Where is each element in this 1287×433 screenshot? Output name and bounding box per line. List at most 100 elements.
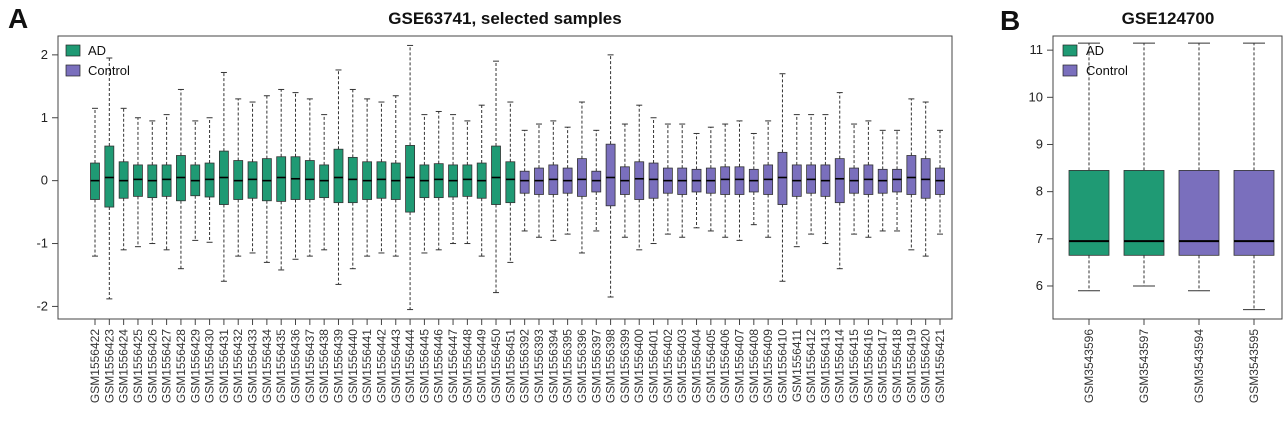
x-tick-label: GSM1556422 xyxy=(88,329,102,403)
x-tick-label: GSM1556401 xyxy=(647,329,661,403)
box-GSM1556406 xyxy=(720,123,731,238)
box-GSM1556395 xyxy=(562,126,573,235)
iqr-box xyxy=(462,164,473,197)
box-GSM1556413 xyxy=(820,114,831,245)
y-tick-label: 9 xyxy=(1036,136,1043,151)
iqr-box xyxy=(276,156,287,202)
x-tick-label: GSM1556420 xyxy=(919,329,933,403)
iqr-box xyxy=(1068,170,1110,256)
x-tick-label: GSM1556430 xyxy=(203,329,217,403)
box-GSM1556402 xyxy=(662,123,673,235)
box-GSM1556427 xyxy=(161,114,172,251)
x-tick-label: GSM1556436 xyxy=(289,329,303,403)
legend-control-swatch xyxy=(1062,64,1078,77)
box-GSM1556428 xyxy=(176,88,186,270)
legend-control-swatch xyxy=(65,64,81,77)
iqr-box xyxy=(505,161,516,204)
x-tick-label: GSM3543594 xyxy=(1192,329,1206,403)
iqr-box xyxy=(634,161,645,200)
x-tick-label: GSM1556421 xyxy=(933,329,947,403)
iqr-box xyxy=(161,164,172,197)
x-tick-label: GSM1556407 xyxy=(732,329,746,403)
x-tick-label: GSM1556404 xyxy=(690,329,704,403)
x-tick-label: GSM1556450 xyxy=(489,329,503,403)
x-tick-label: GSM1556427 xyxy=(160,329,174,403)
box-GSM1556401 xyxy=(648,117,659,245)
chart-a-plot-frame xyxy=(57,35,953,320)
x-tick-label: GSM1556395 xyxy=(561,329,575,403)
box-GSM1556431 xyxy=(218,71,229,282)
box-GSM1556414 xyxy=(834,92,845,270)
chart-b-title: GSE124700 xyxy=(1122,9,1215,28)
box-GSM1556448 xyxy=(462,120,473,245)
iqr-box xyxy=(133,164,143,197)
x-tick-label: GSM1556408 xyxy=(747,329,761,403)
x-tick-label: GSM1556409 xyxy=(761,329,775,403)
x-tick-label: GSM1556399 xyxy=(618,329,632,403)
x-tick-label: GSM1556426 xyxy=(145,329,159,403)
box-GSM1556417 xyxy=(877,129,888,232)
y-tick-label: -2 xyxy=(36,298,48,313)
legend-ad-swatch xyxy=(1062,44,1078,57)
box-GSM1556409 xyxy=(763,120,774,238)
box-GSM1556450 xyxy=(491,60,501,294)
box-GSM1556407 xyxy=(734,120,745,241)
iqr-box xyxy=(104,145,115,208)
iqr-box xyxy=(648,162,659,199)
x-tick-label: GSM1556392 xyxy=(518,329,532,403)
x-tick-label: GSM3543595 xyxy=(1247,329,1261,403)
box-GSM1556423 xyxy=(104,57,115,300)
x-tick-label: GSM1556423 xyxy=(102,329,116,403)
box-GSM3543596 xyxy=(1068,42,1110,292)
iqr-box xyxy=(333,148,344,204)
y-tick-label: 11 xyxy=(1030,42,1044,57)
x-tick-label: GSM1556405 xyxy=(704,329,718,403)
x-tick-label: GSM1556440 xyxy=(346,329,360,403)
box-GSM1556412 xyxy=(806,114,817,235)
x-tick-label: GSM1556397 xyxy=(589,329,603,403)
box-GSM1556435 xyxy=(276,88,287,271)
iqr-box xyxy=(834,158,845,204)
x-tick-label: GSM1556412 xyxy=(804,329,818,403)
x-tick-label: GSM1556393 xyxy=(532,329,546,403)
chart-b-legend: AD Control xyxy=(1062,43,1128,78)
chart-a-boxes xyxy=(90,44,945,311)
x-tick-label: GSM1556425 xyxy=(131,329,145,403)
legend-ad-swatch xyxy=(65,44,81,57)
box-GSM1556447 xyxy=(448,114,458,245)
box-GSM1556445 xyxy=(419,114,430,254)
x-tick-label: GSM1556432 xyxy=(231,329,245,403)
x-tick-label: GSM1556424 xyxy=(117,329,131,403)
panel-a-letter: A xyxy=(8,3,28,34)
chart-b-plot-frame xyxy=(1052,35,1283,320)
x-tick-label: GSM3543596 xyxy=(1082,329,1096,403)
iqr-box xyxy=(892,168,902,193)
box-GSM1556429 xyxy=(190,120,201,241)
box-GSM1556403 xyxy=(677,123,688,238)
y-tick-label: -1 xyxy=(36,236,48,251)
x-tick-label: GSM1556433 xyxy=(246,329,260,403)
iqr-box xyxy=(777,151,788,205)
y-tick-label: 2 xyxy=(41,47,48,62)
panel-a: A GSE63741, selected samples -2 -1 0 1 2 GSM… xyxy=(8,3,953,403)
x-tick-label: GSM1556416 xyxy=(861,329,875,403)
x-tick-label: GSM1556429 xyxy=(188,329,202,403)
box-GSM3543594 xyxy=(1178,42,1220,292)
x-tick-label: GSM1556448 xyxy=(460,329,474,403)
x-tick-label: GSM1556444 xyxy=(403,329,417,403)
x-tick-label: GSM1556394 xyxy=(546,329,560,403)
box-GSM1556443 xyxy=(390,95,401,257)
box-GSM1556415 xyxy=(849,123,859,235)
x-tick-label: GSM1556449 xyxy=(475,329,489,403)
x-tick-label: GSM1556439 xyxy=(331,329,345,403)
box-GSM1556425 xyxy=(133,117,143,248)
box-GSM1556437 xyxy=(304,98,315,257)
box-GSM1556451 xyxy=(505,101,516,263)
x-tick-label: GSM1556411 xyxy=(790,329,804,402)
box-GSM1556426 xyxy=(147,120,158,245)
box-GSM1556439 xyxy=(333,69,344,285)
x-tick-label: GSM1556406 xyxy=(718,329,732,403)
box-GSM1556424 xyxy=(118,107,129,251)
